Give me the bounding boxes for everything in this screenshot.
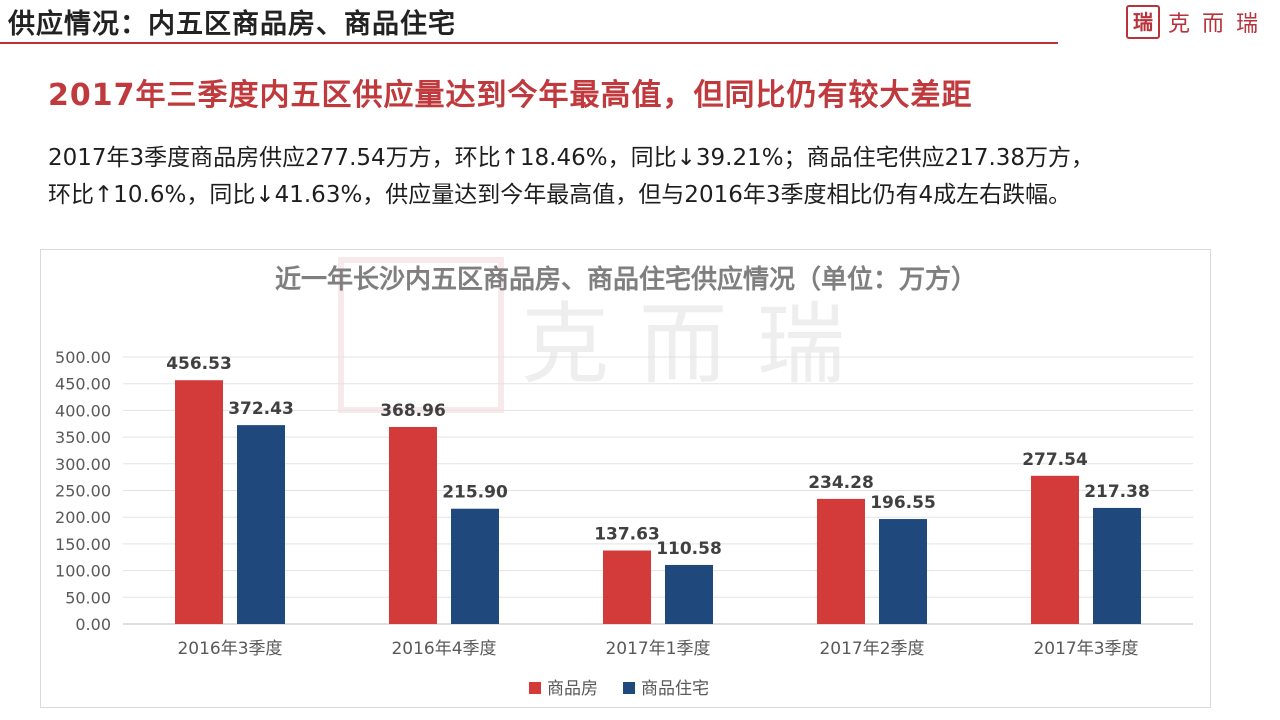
- bar-commercial-housing: [1031, 475, 1079, 624]
- bar-residential: [879, 519, 927, 624]
- bar-commercial-housing: [817, 498, 865, 624]
- body-text: 2017年3季度商品房供应277.54万方，环比↑18.46%，同比↓39.21…: [48, 140, 1248, 214]
- data-label: 196.55: [870, 493, 936, 513]
- bar-residential: [237, 425, 285, 624]
- legend-label: 商品住宅: [641, 679, 709, 699]
- data-label: 217.38: [1084, 482, 1150, 502]
- y-tick-label: 500.00: [55, 348, 111, 367]
- body-line-2: 环比↑10.6%，同比↓41.63%，供应量达到今年最高值，但与2016年3季度…: [48, 182, 1072, 208]
- brand-seal: 瑞: [1125, 5, 1160, 39]
- data-label: 110.58: [656, 539, 722, 559]
- y-tick-label: 0.00: [75, 615, 111, 634]
- legend-swatch: [529, 682, 541, 694]
- brand-logo: 瑞 克而瑞: [1125, 4, 1270, 40]
- y-tick-label: 200.00: [55, 508, 111, 527]
- data-label: 277.54: [1022, 450, 1088, 470]
- brand-name: 克而瑞: [1167, 12, 1270, 37]
- bar-residential: [1093, 507, 1141, 624]
- y-tick-label: 50.00: [65, 588, 111, 607]
- x-tick-label: 2017年2季度: [819, 639, 924, 659]
- headline: 2017年三季度内五区供应量达到今年最高值，但同比仍有较大差距: [48, 78, 973, 113]
- body-line-1: 2017年3季度商品房供应277.54万方，环比↑18.46%，同比↓39.21…: [48, 145, 1095, 171]
- bar-residential: [451, 508, 499, 624]
- chart-title: 近一年长沙内五区商品房、商品住宅供应情况（单位：万方）: [275, 264, 977, 295]
- data-label: 368.96: [380, 401, 446, 421]
- watermark-text: 克而瑞: [521, 293, 875, 396]
- data-label: 215.90: [442, 483, 508, 503]
- data-label: 456.53: [166, 354, 232, 374]
- bar-residential: [665, 564, 713, 624]
- x-tick-label: 2017年3季度: [1033, 639, 1138, 659]
- legend-swatch: [623, 682, 635, 694]
- bar-commercial-housing: [175, 380, 223, 624]
- chart-frame: 克而瑞 近一年长沙内五区商品房、商品住宅供应情况（单位：万方） 0.00 50.00 1…: [40, 249, 1211, 708]
- bar-commercial-housing: [389, 426, 437, 624]
- bar-commercial-housing: [603, 550, 651, 624]
- data-label: 372.43: [228, 399, 294, 419]
- y-tick-label: 450.00: [55, 375, 111, 394]
- y-tick-label: 150.00: [55, 535, 111, 554]
- x-tick-label: 2017年1季度: [605, 639, 710, 659]
- y-tick-label: 400.00: [55, 401, 111, 420]
- legend-label: 商品房: [547, 679, 598, 699]
- header-rule: [0, 42, 1058, 44]
- y-tick-label: 250.00: [55, 482, 111, 501]
- y-tick-label: 350.00: [55, 428, 111, 447]
- header-title: 供应情况：内五区商品房、商品住宅: [8, 9, 456, 40]
- y-tick-label: 300.00: [55, 455, 111, 474]
- data-label: 234.28: [808, 473, 874, 493]
- x-tick-label: 2016年4季度: [391, 639, 496, 659]
- y-tick-label: 100.00: [55, 562, 111, 581]
- x-tick-label: 2016年3季度: [177, 639, 282, 659]
- data-label: 137.63: [594, 525, 660, 545]
